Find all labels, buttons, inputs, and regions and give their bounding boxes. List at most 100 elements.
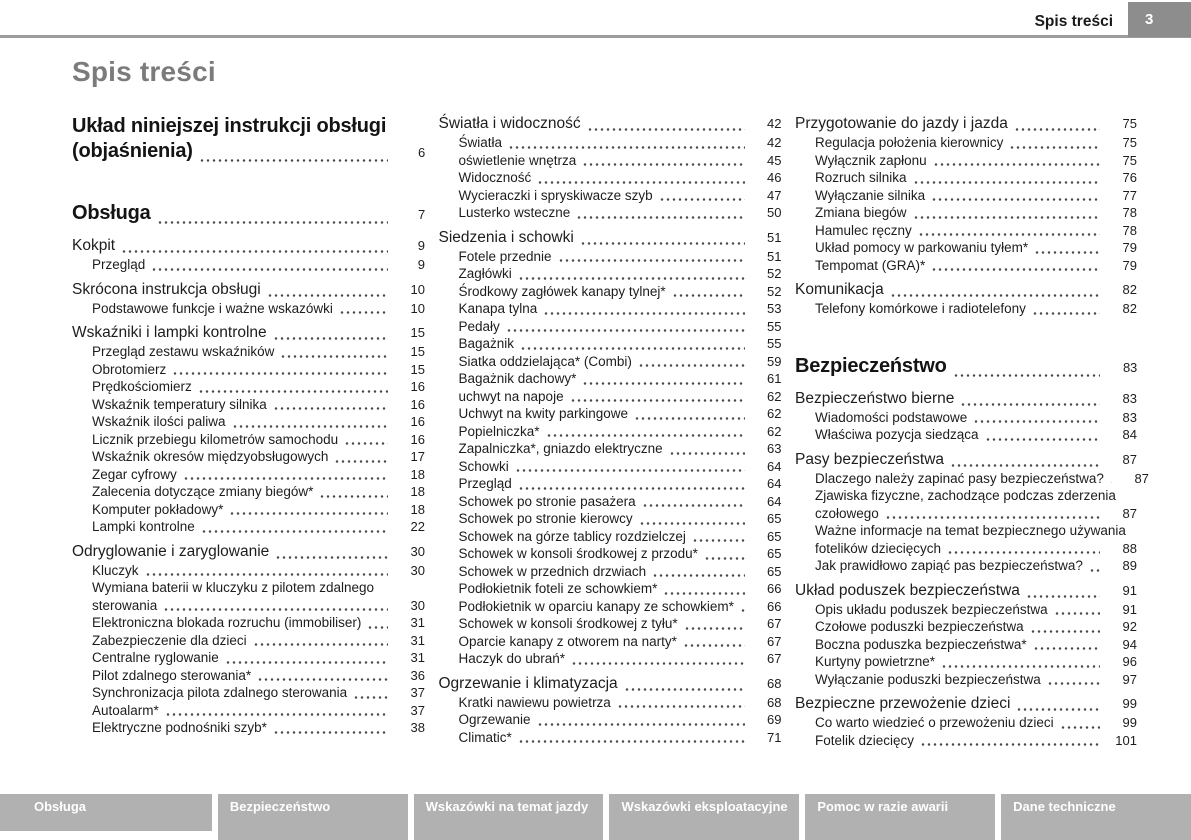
dot-leader	[1109, 481, 1112, 484]
toc-entry-leader-line: Fotelik dziecięcy 101	[815, 732, 1137, 750]
toc-entry-leader-line: uchwyt na napoje 62	[459, 388, 782, 406]
toc-entry-page: 10	[410, 281, 425, 297]
toc-entry-leader-line: Obsługa 7	[72, 201, 425, 227]
toc-entry-leader-line: Podstawowe funkcje i ważne wskazówki 10	[92, 300, 425, 318]
dot-leader	[163, 608, 388, 611]
toc-entry: Przegląd 9	[72, 256, 425, 274]
toc-entry-leader-line: fotelików dziecięcych 88	[815, 540, 1137, 558]
dot-leader	[334, 459, 388, 463]
dot-leader	[1059, 725, 1100, 729]
toc-column-3: Przygotowanie do jazdy i jazda 75 Regulacj…	[795, 114, 1149, 750]
dot-leader	[582, 163, 745, 166]
toc-entry-label: Schowki	[458, 458, 509, 474]
toc-entry-label: Komunikacja	[795, 281, 884, 298]
toc-entry-label: Lusterko wsteczne	[458, 205, 571, 220]
toc-entry-label: Kluczyk	[92, 562, 139, 578]
dot-leader	[960, 402, 1100, 406]
toc-entry-leader-line: Lusterko wsteczne 50	[459, 204, 782, 222]
dot-leader	[889, 294, 1100, 297]
toc-entry-page: 55	[767, 336, 782, 351]
toc-entry-leader-line: Podłokietnik w oparciu kanapy ze schowki…	[459, 598, 782, 616]
toc-entry-page: 15	[410, 344, 425, 359]
dot-leader	[172, 372, 388, 375]
dot-leader	[1025, 594, 1100, 598]
toc-entry-leader-line: Wycieraczki i spryskiwacze szyb 47	[459, 187, 782, 205]
toc-entry-label: Wycieraczki i spryskiwacze szyb	[458, 187, 653, 203]
toc-entry-leader-line: Bezpieczne przewożenie dzieci 99	[795, 694, 1137, 714]
toc-entry: Uchwyt na kwity parkingowe 62	[439, 405, 782, 423]
toc-entry: Fotelik dziecięcy 101	[795, 732, 1137, 750]
dot-leader	[272, 337, 388, 340]
toc-entry-label: Komputer pokładowy*	[92, 501, 224, 517]
toc-entry-page: 68	[767, 675, 782, 691]
toc-entry: Zabezpieczenie dla dzieci 31	[72, 632, 425, 650]
toc-entry: Licznik przebiegu kilometrów samochodu 16	[72, 431, 425, 449]
dot-leader	[1046, 682, 1100, 685]
toc-entry-label: Przygotowanie do jazdy i jazda	[795, 115, 1008, 132]
toc-entry-page: 18	[410, 466, 425, 482]
toc-entry-label: Schowek po stronie kierowcy	[458, 511, 633, 526]
dot-leader	[652, 574, 745, 577]
dot-leader	[224, 660, 388, 664]
dot-leader	[703, 556, 745, 560]
dot-leader	[950, 463, 1100, 467]
toc-entry: Przegląd zestawu wskaźników 15	[72, 343, 425, 361]
toc-entry-leader-line: Centralne ryglowanie 31	[92, 649, 425, 667]
toc-entry-leader-line: Fotele przednie 51	[459, 248, 782, 266]
toc-entry-page: 65	[767, 528, 782, 544]
toc-entry-label: Przegląd	[458, 476, 512, 491]
toc-entry: Co warto wiedzieć o przewożeniu dzieci 99	[795, 714, 1137, 732]
toc-entry: Zmiana biegów 78	[795, 204, 1137, 222]
toc-entry-label: Wyłącznik zapłonu	[815, 152, 927, 168]
toc-entry-page: 46	[767, 170, 782, 185]
dot-leader	[638, 521, 745, 525]
toc-entry-label: Fotelik dziecięcy	[815, 732, 915, 748]
toc-entry-leader-line: Kokpit 9	[72, 236, 425, 256]
toc-entry-line: Zjawiska fizyczne, zachodzące podczas zd…	[815, 488, 1116, 503]
toc-entry-line: Wymiana baterii w kluczyku z pilotem zda…	[92, 580, 374, 595]
toc-entry-label: Wyłączanie silnika	[815, 187, 926, 203]
toc-entry-leader-line: Oparcie kanapy z otworem na narty* 67	[459, 633, 782, 651]
dot-leader	[952, 373, 1100, 377]
dot-leader	[917, 233, 1100, 236]
toc-entry: Właściwa pozycja siedząca 84	[795, 426, 1137, 444]
toc-entry-label: Pasy bezpieczeństwa	[795, 450, 945, 468]
toc-entry: Prędkościomierz 16	[72, 378, 425, 396]
toc-entry: Kokpit 9	[72, 236, 425, 256]
toc-entry-label: Skrócona instrukcja obsługi	[72, 280, 261, 298]
dot-leader	[884, 516, 1100, 519]
toc-entry-label: sterowania	[92, 597, 158, 613]
dot-leader	[973, 420, 1100, 423]
dot-leader	[557, 259, 745, 262]
toc-entry-page: 37	[410, 702, 425, 718]
toc-entry-page: 97	[1122, 671, 1137, 687]
dot-leader	[586, 128, 745, 131]
dot-leader	[1013, 128, 1100, 131]
dot-leader	[671, 294, 745, 297]
toc-entry-page: 61	[767, 371, 782, 386]
toc-entry-leader-line: Opis układu poduszek bezpieczeństwa 91	[815, 601, 1137, 619]
toc-entry-leader-line: Komunikacja 82	[795, 280, 1137, 300]
toc-entry-leader-line: Hamulec ręczny 78	[815, 222, 1137, 240]
toc-entry: Ważne informacje na temat bezpiecznego u…	[795, 522, 1137, 557]
dot-leader	[682, 644, 745, 647]
toc-entry: Kluczyk 30	[72, 562, 425, 580]
toc-entry-leader-line: Ogrzewanie 69	[459, 711, 782, 729]
dot-leader	[1016, 708, 1100, 711]
toc-entry: Odryglowanie i zaryglowanie 30	[72, 542, 425, 562]
toc-entry-label: Bagażnik	[458, 336, 515, 351]
toc-entry-label: Kanapa tylna	[458, 301, 538, 316]
toc-entry-leader-line: Haczyk do ubrań* 67	[459, 650, 782, 668]
toc-entry: Kratki nawiewu powietrza 68	[439, 694, 782, 712]
toc-entry-label: Bezpieczeństwo bierne	[795, 389, 955, 407]
toc-entry-leader-line: Zalecenia dotyczące zmiany biegów* 18	[92, 483, 425, 501]
toc-entry-leader-line: Schowek w przednich drzwiach 65	[459, 563, 782, 581]
toc-entry-label: Zapalniczka*, gniazdo elektryczne	[458, 441, 663, 456]
toc-entry: Lusterko wsteczne 50	[439, 204, 782, 222]
toc-entry-page: 9	[417, 257, 425, 272]
toc-entry-label: Kratki nawiewu powietrza	[458, 694, 611, 710]
toc-entry-label: Przegląd	[92, 257, 146, 272]
toc-entry-label: Synchronizacja pilota zdalnego sterowani…	[92, 685, 348, 700]
toc-entry-page: 66	[767, 581, 782, 596]
dot-leader	[1029, 629, 1100, 633]
